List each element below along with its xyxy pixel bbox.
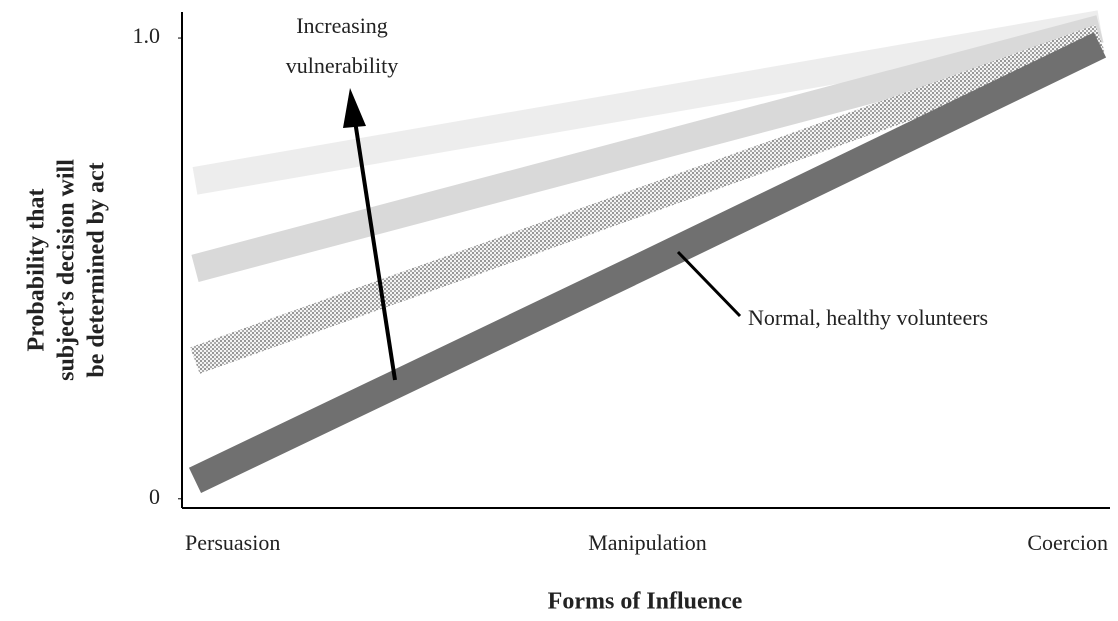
band	[191, 15, 1104, 282]
leader-line	[676, 250, 742, 318]
x-tick-label: Coercion	[1027, 530, 1108, 555]
legend-label: Normal, healthy volunteers	[748, 305, 988, 330]
band	[188, 32, 1107, 493]
y-axis-title-line: be determined by act	[84, 162, 110, 377]
arrow	[351, 107, 397, 381]
y-axis-title: Probability that subject’s decision will…	[24, 159, 110, 381]
annotation: Increasing	[296, 13, 388, 38]
band	[190, 24, 1105, 374]
y-axis-title-line: subject’s decision will	[54, 159, 80, 381]
x-tick-label: Manipulation	[588, 530, 707, 555]
y-axis-title-line: Probability that	[24, 189, 50, 352]
x-axis-title: Forms of Influence	[548, 589, 743, 615]
arrow-head	[343, 88, 366, 128]
y-tick-label: 0	[149, 484, 160, 509]
y-tick-label: 1.0	[133, 23, 161, 48]
band	[192, 10, 1103, 195]
x-tick-label: Persuasion	[185, 530, 280, 555]
annotation: vulnerability	[286, 53, 398, 78]
